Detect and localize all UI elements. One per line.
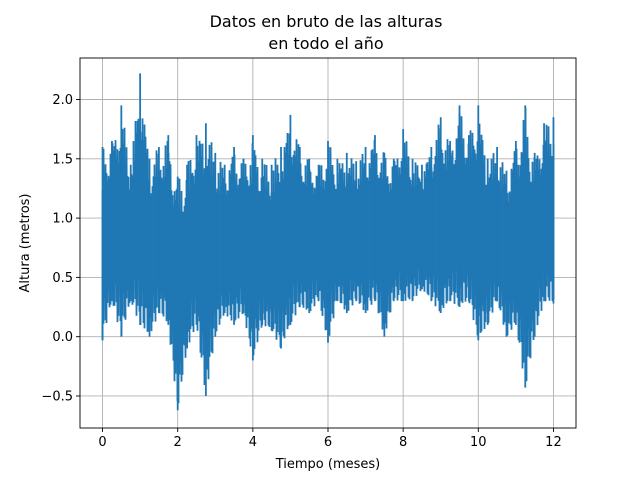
x-tick-label: 10 <box>470 435 487 450</box>
y-axis-label: Altura (metros) <box>18 194 33 293</box>
ticks: 0 2 4 6 8 10 12 −0.5 0.0 0.5 1.0 1.5 2.0 <box>41 93 561 450</box>
x-tick-label: 2 <box>174 435 182 450</box>
y-tick-label: 1.5 <box>52 152 73 167</box>
y-tick-label: −0.5 <box>41 389 73 404</box>
x-axis-label: Tiempo (meses) <box>275 457 381 472</box>
y-tick-label: 2.0 <box>52 93 73 108</box>
x-tick-label: 4 <box>249 435 257 450</box>
y-tick-label: 0.0 <box>52 330 73 345</box>
x-tick-label: 6 <box>324 435 332 450</box>
series-layer <box>101 73 555 411</box>
x-tick-label: 12 <box>545 435 562 450</box>
x-tick-label: 8 <box>399 435 407 450</box>
chart-title-line-1: Datos en bruto de las alturas <box>210 12 443 31</box>
y-tick-label: 0.5 <box>52 271 73 286</box>
series-line <box>101 73 555 411</box>
x-tick-label: 0 <box>98 435 106 450</box>
y-tick-label: 1.0 <box>52 212 73 227</box>
chart-title-line-2: en todo el año <box>268 34 383 53</box>
